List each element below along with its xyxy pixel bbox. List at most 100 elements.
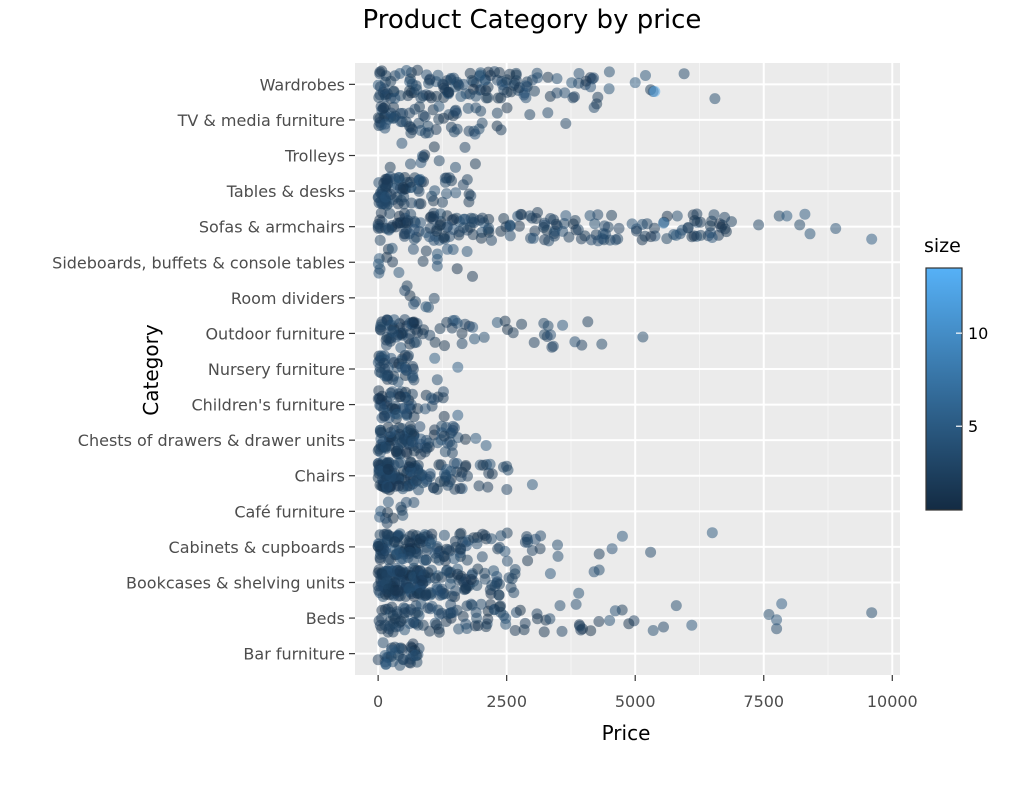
- data-point: [394, 566, 406, 578]
- data-point: [576, 339, 588, 351]
- data-point: [433, 626, 445, 638]
- data-point: [799, 208, 811, 220]
- data-point: [551, 87, 563, 99]
- legend-tick-label: 5: [968, 417, 978, 436]
- data-point: [387, 610, 399, 621]
- data-point: [382, 507, 394, 518]
- data-point: [524, 109, 536, 121]
- data-point: [382, 496, 394, 508]
- data-point: [443, 86, 455, 98]
- data-point: [439, 340, 450, 352]
- data-point: [475, 232, 487, 244]
- data-point: [572, 224, 584, 236]
- data-point: [494, 601, 506, 613]
- data-point: [416, 575, 428, 586]
- data-point: [560, 210, 572, 222]
- data-point: [499, 545, 511, 557]
- data-point: [430, 90, 442, 102]
- data-point: [507, 327, 519, 339]
- data-point: [616, 530, 628, 542]
- data-point: [429, 352, 441, 364]
- data-point: [467, 229, 479, 241]
- data-point: [373, 267, 385, 279]
- data-point: [482, 613, 494, 625]
- data-point: [372, 79, 384, 91]
- data-point: [516, 318, 528, 330]
- data-point: [459, 141, 471, 153]
- data-point: [773, 210, 785, 222]
- data-point: [448, 72, 460, 84]
- data-point: [451, 458, 463, 469]
- data-point: [389, 536, 401, 548]
- data-point: [534, 543, 546, 555]
- data-point: [424, 329, 436, 341]
- data-point: [408, 224, 420, 235]
- data-point: [404, 107, 416, 119]
- data-point: [544, 568, 556, 580]
- data-point: [438, 231, 450, 242]
- data-point: [556, 625, 568, 637]
- data-point: [431, 260, 443, 272]
- data-point: [430, 124, 442, 135]
- data-point: [438, 430, 450, 442]
- data-point: [519, 536, 531, 548]
- data-point: [434, 323, 446, 335]
- data-point: [395, 327, 407, 339]
- data-point: [393, 210, 405, 222]
- data-point: [647, 625, 659, 636]
- data-point: [464, 67, 476, 79]
- y-tick-label: Room dividers: [231, 289, 345, 308]
- data-point: [431, 374, 443, 386]
- data-point: [393, 457, 404, 469]
- data-point: [593, 616, 605, 627]
- data-point: [395, 342, 407, 354]
- data-point: [448, 553, 460, 565]
- data-point: [709, 93, 721, 105]
- data-point: [645, 546, 657, 558]
- data-point: [582, 316, 594, 328]
- data-point: [483, 222, 495, 234]
- data-point: [433, 100, 445, 112]
- data-point: [405, 158, 416, 170]
- data-point: [609, 605, 621, 617]
- data-point: [753, 219, 765, 231]
- data-point: [448, 126, 460, 138]
- data-point: [476, 551, 488, 563]
- data-point: [409, 649, 421, 661]
- data-point: [504, 230, 516, 242]
- data-point: [407, 243, 419, 255]
- y-tick-label: Bookcases & shelving units: [126, 573, 345, 592]
- data-point: [637, 331, 649, 343]
- data-point: [599, 220, 610, 232]
- data-point: [514, 604, 526, 616]
- data-point: [560, 118, 572, 129]
- data-point: [400, 363, 412, 375]
- data-point: [458, 78, 469, 90]
- data-point: [446, 439, 458, 451]
- data-point: [670, 600, 682, 612]
- data-point: [486, 579, 498, 591]
- data-point: [459, 433, 471, 445]
- data-point: [395, 194, 407, 206]
- data-point: [419, 403, 431, 415]
- data-point: [404, 583, 415, 595]
- x-axis-title: Price: [602, 721, 651, 745]
- data-point: [415, 92, 427, 104]
- data-point: [430, 552, 442, 564]
- data-point: [542, 107, 554, 119]
- data-point: [592, 91, 604, 103]
- chart-title: Product Category by price: [363, 5, 702, 35]
- data-point: [399, 534, 411, 546]
- data-point: [482, 481, 494, 493]
- data-point: [606, 543, 618, 555]
- data-point: [387, 256, 399, 268]
- legend-colorbar: [925, 267, 963, 511]
- data-point: [372, 258, 384, 270]
- data-point: [686, 619, 698, 631]
- data-point: [542, 71, 554, 83]
- data-point: [771, 614, 783, 626]
- data-point: [461, 246, 473, 257]
- data-point: [374, 66, 386, 78]
- data-point: [589, 218, 601, 230]
